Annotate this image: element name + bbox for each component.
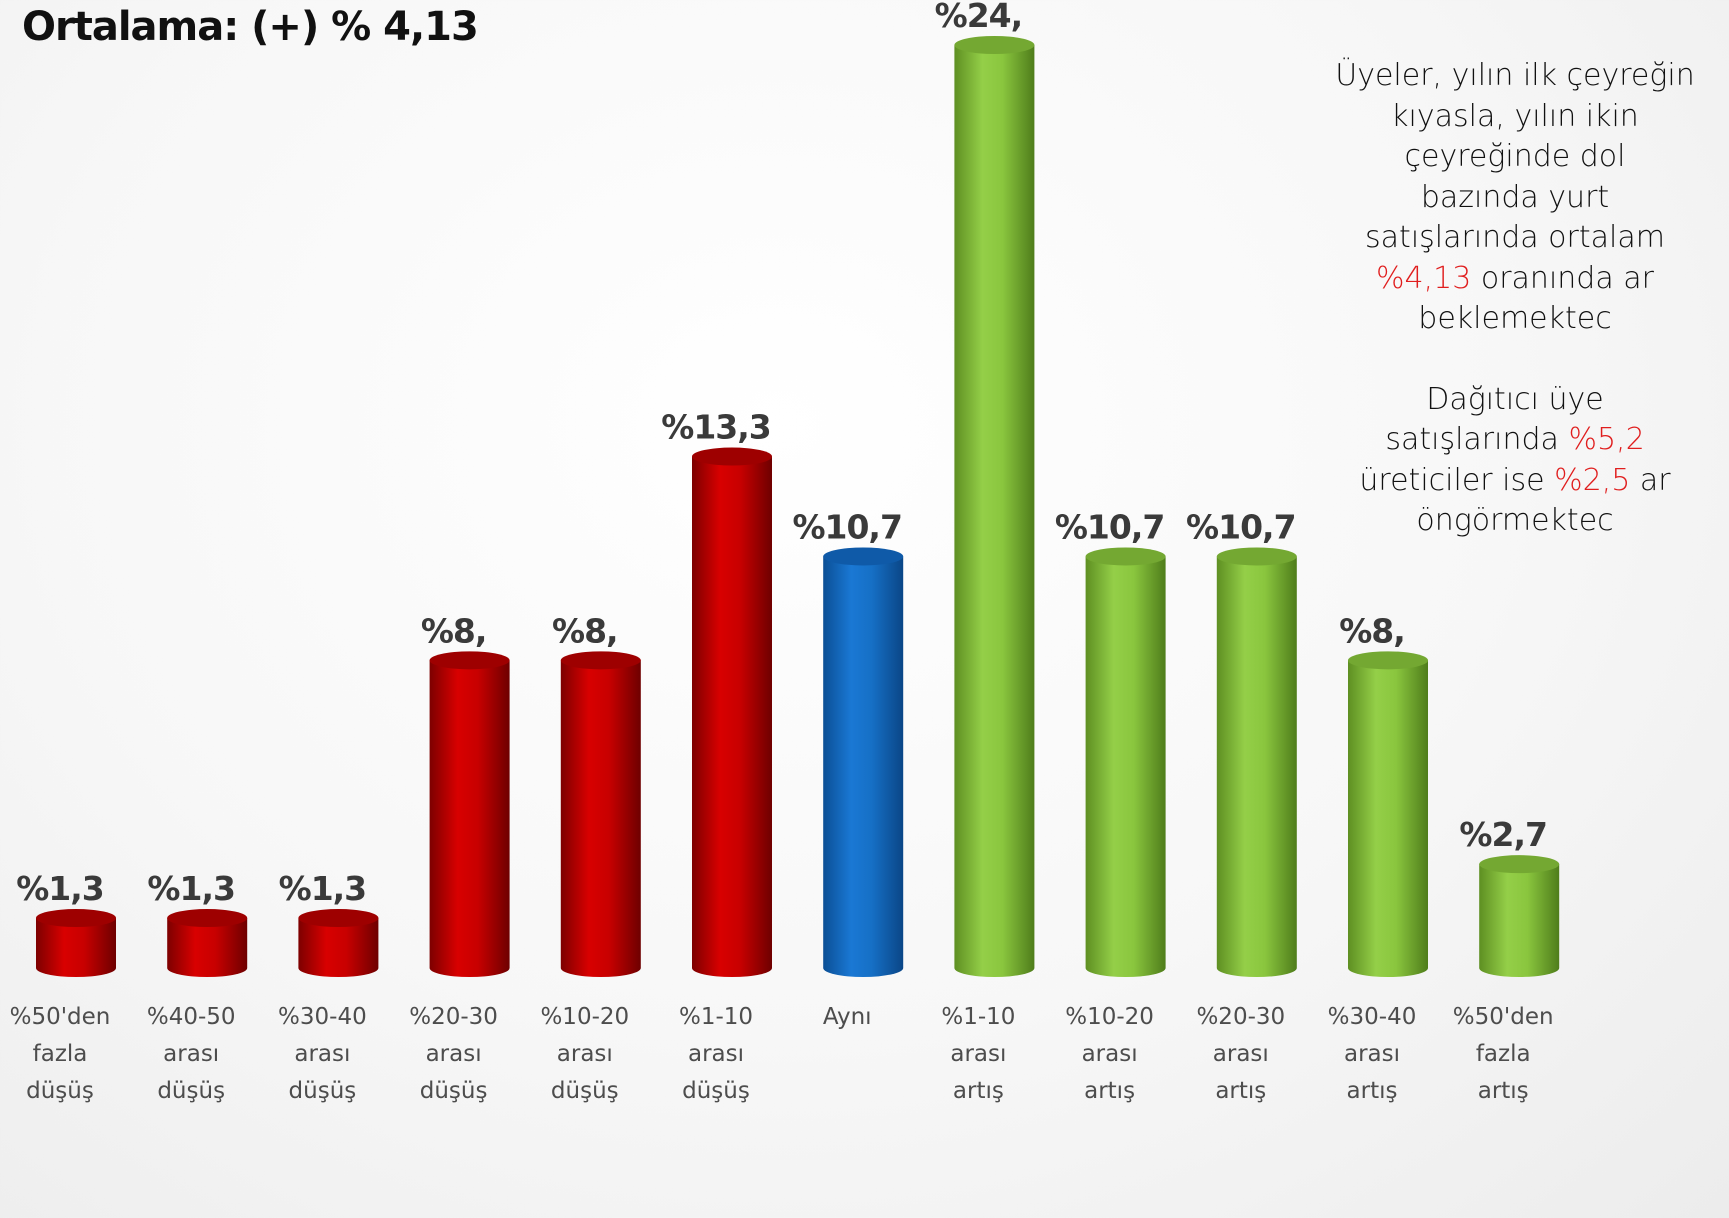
note-text-1b: oranında ar beklemektec xyxy=(1418,260,1654,337)
bar-body xyxy=(36,918,116,977)
value-label: %1,3 xyxy=(147,869,235,908)
value-label: %10,7 xyxy=(792,507,902,546)
bar-cap xyxy=(692,447,772,466)
category-label: arası xyxy=(557,1041,613,1067)
category-label: artış xyxy=(1347,1078,1398,1104)
note-text-2b: üreticiler ise xyxy=(1359,462,1545,498)
note-text-2c: ar öngörmektec xyxy=(1416,462,1671,539)
category-label: %20-30 xyxy=(1196,1004,1285,1030)
bar-body xyxy=(1479,864,1560,977)
bar-body xyxy=(1216,556,1297,977)
bar-7 xyxy=(954,36,1035,977)
value-label: %24, xyxy=(935,0,1023,35)
category-label: artış xyxy=(953,1078,1004,1104)
bar-11 xyxy=(1479,855,1560,977)
bar-body xyxy=(1085,556,1166,977)
bar-body xyxy=(1348,660,1428,977)
category-label: %10-20 xyxy=(540,1004,629,1030)
category-label: arası xyxy=(1344,1041,1400,1067)
commentary-text: Üyeler, yılın ilk çeyreğin kıyasla, yılı… xyxy=(1205,56,1729,542)
category-label: artış xyxy=(1478,1078,1529,1104)
bar-cap xyxy=(1085,547,1166,566)
category-label: %40-50 xyxy=(147,1004,236,1030)
bar-body xyxy=(298,918,379,977)
category-label: düşüş xyxy=(157,1078,225,1104)
bar-cap xyxy=(1348,651,1428,670)
category-label: düşüş xyxy=(289,1078,357,1104)
bar-body xyxy=(954,45,1035,977)
bar-cap xyxy=(298,909,379,928)
category-label: %1-10 xyxy=(679,1004,753,1030)
category-label: arası xyxy=(1082,1041,1138,1067)
bar-cap xyxy=(954,36,1035,54)
value-label: %10,7 xyxy=(1186,507,1296,546)
bar-cap xyxy=(167,909,248,928)
bar-6 xyxy=(823,547,904,977)
category-label: artış xyxy=(1215,1078,1266,1104)
bar-4 xyxy=(560,651,641,977)
bar-cap xyxy=(1216,547,1297,566)
bar-0 xyxy=(36,909,116,977)
bar-body xyxy=(429,660,510,977)
category-label: düşüş xyxy=(551,1078,619,1104)
category-label: %30-40 xyxy=(1328,1004,1417,1030)
bar-body xyxy=(823,556,904,977)
category-label: %20-30 xyxy=(409,1004,498,1030)
bar-body xyxy=(167,918,248,977)
bar-10 xyxy=(1348,651,1428,977)
bar-9 xyxy=(1216,547,1297,977)
value-label: %1,3 xyxy=(16,869,104,908)
category-label: arası xyxy=(1213,1041,1269,1067)
bar-1 xyxy=(167,909,248,977)
category-label: düşüş xyxy=(420,1078,488,1104)
category-label: arası xyxy=(294,1041,350,1067)
bar-body xyxy=(692,456,772,978)
bar-cap xyxy=(36,909,116,928)
category-label: arası xyxy=(163,1041,219,1067)
value-label: %8, xyxy=(1339,611,1405,650)
bar-body xyxy=(560,660,641,977)
category-label: arası xyxy=(950,1041,1006,1067)
category-label: fazla xyxy=(33,1041,88,1067)
category-label: arası xyxy=(688,1041,744,1067)
chart-title: Ortalama: (+) % 4,13 xyxy=(22,4,479,50)
bar-cap xyxy=(429,651,510,670)
value-label: %8, xyxy=(552,611,618,650)
value-label: %1,3 xyxy=(279,869,367,908)
category-label: %50'den xyxy=(1453,1004,1554,1030)
bar-cap xyxy=(823,547,904,566)
value-label: %10,7 xyxy=(1055,507,1165,546)
note-text-1a: Üyeler, yılın ilk çeyreğin kıyasla, yılı… xyxy=(1335,58,1695,255)
category-label: düşüş xyxy=(26,1078,94,1104)
value-label: %8, xyxy=(421,611,487,650)
bar-5 xyxy=(692,447,772,978)
bar-cap xyxy=(560,651,641,670)
value-label: %2,7 xyxy=(1459,815,1547,854)
note-highlight-producer: %2,5 xyxy=(1554,462,1631,498)
category-label: arası xyxy=(426,1041,482,1067)
note-highlight-distributor: %5,2 xyxy=(1568,422,1645,457)
bar-8 xyxy=(1085,547,1166,977)
category-label: %30-40 xyxy=(278,1004,367,1030)
note-text-2a: Dağıtıcı üye satışlarında xyxy=(1385,381,1604,458)
value-label: %13,3 xyxy=(661,408,771,447)
category-label: %1-10 xyxy=(941,1004,1015,1030)
category-label: %50'den xyxy=(10,1004,111,1030)
category-label: düşüş xyxy=(682,1078,750,1104)
bar-cap xyxy=(1479,855,1560,874)
category-label: Aynı xyxy=(823,1004,872,1030)
bar-3 xyxy=(429,651,510,977)
note-highlight-avg: %4,13 xyxy=(1376,260,1472,296)
category-label: artış xyxy=(1084,1078,1135,1104)
bar-2 xyxy=(298,909,379,977)
category-label: fazla xyxy=(1476,1041,1531,1067)
category-label: %10-20 xyxy=(1065,1004,1154,1030)
